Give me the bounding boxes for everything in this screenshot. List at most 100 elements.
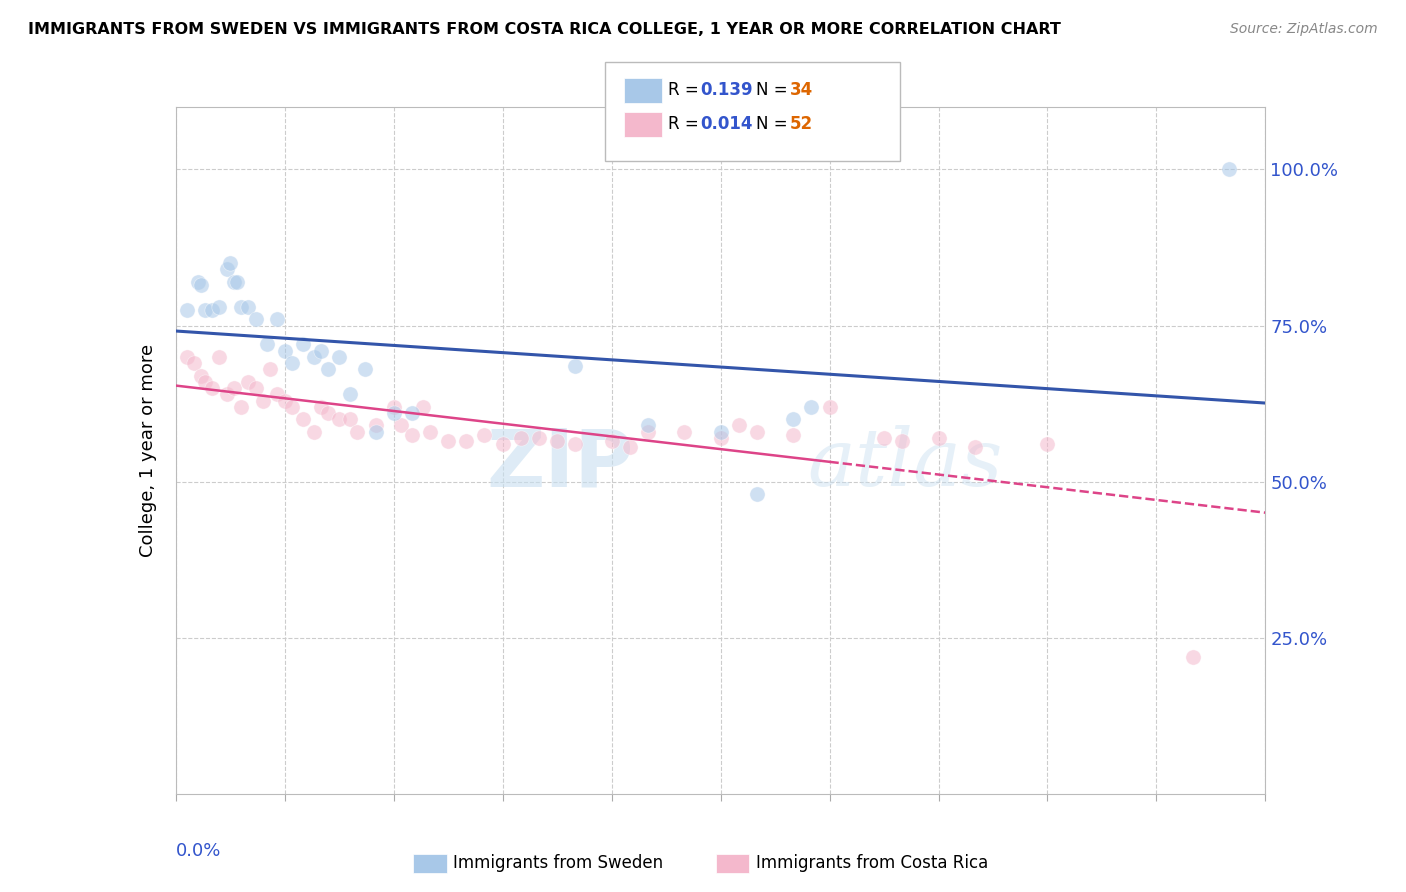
Text: 0.014: 0.014 — [700, 115, 752, 133]
Text: 52: 52 — [790, 115, 813, 133]
Point — [302, 350, 325, 364]
Point — [309, 343, 332, 358]
Point — [1036, 437, 1059, 451]
Text: N =: N = — [756, 81, 793, 99]
Text: R =: R = — [668, 81, 704, 99]
Point — [208, 300, 231, 314]
Point — [215, 387, 238, 401]
Point — [437, 434, 460, 449]
Point — [673, 425, 696, 439]
Point — [710, 431, 733, 445]
Point — [564, 437, 586, 451]
Point — [245, 312, 267, 326]
Point — [231, 300, 253, 314]
Point — [1218, 162, 1240, 177]
Point — [818, 400, 841, 414]
Point — [309, 400, 332, 414]
Point — [266, 312, 288, 326]
Point — [637, 418, 659, 433]
Point — [256, 337, 278, 351]
Point — [215, 262, 238, 277]
Point — [727, 418, 749, 433]
Point — [745, 425, 768, 439]
Point — [782, 412, 804, 426]
Point — [353, 362, 375, 376]
Point — [274, 393, 297, 408]
Text: 0.0%: 0.0% — [176, 842, 221, 860]
Point — [401, 406, 423, 420]
Text: R =: R = — [668, 115, 704, 133]
Point — [226, 275, 249, 289]
Point — [238, 375, 260, 389]
Point — [474, 428, 496, 442]
Point — [546, 434, 568, 449]
Text: 34: 34 — [790, 81, 814, 99]
Point — [281, 356, 304, 370]
Point — [382, 406, 405, 420]
Point — [339, 412, 361, 426]
Text: N =: N = — [756, 115, 793, 133]
Point — [339, 387, 361, 401]
Point — [891, 434, 914, 449]
Point — [382, 400, 405, 414]
Point — [291, 412, 314, 426]
Text: 0.139: 0.139 — [700, 81, 752, 99]
Point — [176, 303, 198, 318]
Point — [564, 359, 586, 374]
Point — [238, 300, 260, 314]
Text: Immigrants from Sweden: Immigrants from Sweden — [453, 855, 662, 872]
Point — [328, 412, 350, 426]
Point — [963, 440, 986, 454]
Point — [222, 381, 245, 395]
Text: Source: ZipAtlas.com: Source: ZipAtlas.com — [1230, 22, 1378, 37]
Point — [745, 487, 768, 501]
Point — [1181, 649, 1204, 664]
Point — [600, 434, 623, 449]
Point — [231, 400, 253, 414]
Point — [252, 393, 274, 408]
Point — [328, 350, 350, 364]
Point — [274, 343, 297, 358]
Point — [928, 431, 950, 445]
Point — [492, 437, 515, 451]
Point — [364, 425, 387, 439]
Y-axis label: College, 1 year or more: College, 1 year or more — [139, 344, 157, 557]
Point — [190, 368, 212, 383]
Point — [186, 275, 209, 289]
Point — [412, 400, 434, 414]
Point — [291, 337, 314, 351]
Point — [389, 418, 412, 433]
Text: Immigrants from Costa Rica: Immigrants from Costa Rica — [756, 855, 988, 872]
Text: IMMIGRANTS FROM SWEDEN VS IMMIGRANTS FROM COSTA RICA COLLEGE, 1 YEAR OR MORE COR: IMMIGRANTS FROM SWEDEN VS IMMIGRANTS FRO… — [28, 22, 1062, 37]
Point — [245, 381, 267, 395]
Text: ZIP: ZIP — [486, 425, 633, 503]
Point — [710, 425, 733, 439]
Point — [222, 275, 245, 289]
Point — [800, 400, 823, 414]
Point — [259, 362, 281, 376]
Point — [782, 428, 804, 442]
Point — [619, 440, 641, 454]
Text: atlas: atlas — [807, 425, 1002, 503]
Point — [208, 350, 231, 364]
Point — [873, 431, 896, 445]
Point — [456, 434, 478, 449]
Point — [190, 278, 212, 293]
Point — [318, 362, 340, 376]
Point — [364, 418, 387, 433]
Point — [419, 425, 441, 439]
Point — [176, 350, 198, 364]
Point — [201, 381, 224, 395]
Point — [281, 400, 304, 414]
Point — [401, 428, 423, 442]
Point — [201, 303, 224, 318]
Point — [194, 375, 217, 389]
Point — [318, 406, 340, 420]
Point — [194, 303, 217, 318]
Point — [527, 431, 550, 445]
Point — [302, 425, 325, 439]
Point — [346, 425, 368, 439]
Point — [183, 356, 205, 370]
Point — [509, 431, 531, 445]
Point — [219, 256, 242, 270]
